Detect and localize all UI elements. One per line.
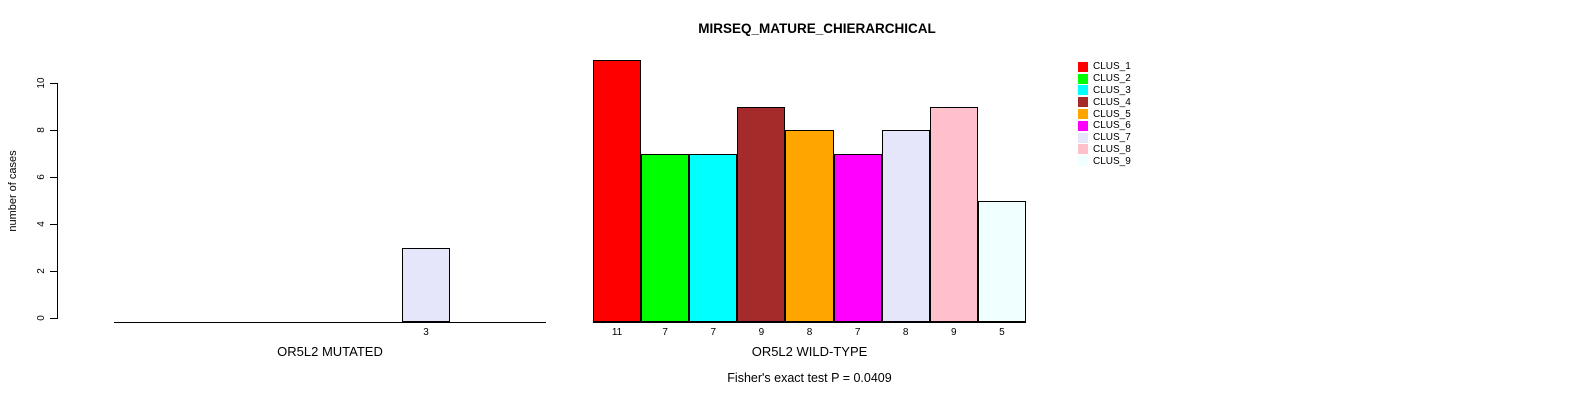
y-tick-label: 4 — [36, 221, 47, 227]
legend-item: CLUS_2 — [1078, 73, 1131, 85]
y-tick-mark — [50, 177, 58, 178]
bar-value-label: 11 — [611, 327, 623, 338]
bar-CLUS_8 — [929, 106, 978, 322]
y-tick-mark — [50, 318, 58, 319]
y-tick-label: 8 — [36, 127, 47, 133]
bar-CLUS_7 — [881, 130, 930, 322]
bar-value-label: 9 — [758, 327, 765, 338]
panel-label-wildtype: OR5L2 WILD-TYPE — [751, 344, 868, 359]
legend-swatch — [1078, 144, 1088, 155]
y-tick-label: 6 — [36, 174, 47, 180]
bar-CLUS_5 — [785, 130, 834, 322]
footnote: Fisher's exact test P = 0.0409 — [727, 371, 892, 385]
bar-value-label: 7 — [854, 327, 861, 338]
legend-swatch — [1078, 97, 1088, 108]
legend-swatch — [1078, 109, 1088, 120]
y-tick-label: 10 — [36, 77, 47, 89]
legend-item: CLUS_3 — [1078, 85, 1131, 97]
legend-label: CLUS_1 — [1093, 61, 1131, 73]
legend-label: CLUS_8 — [1093, 143, 1131, 155]
legend-label: CLUS_4 — [1093, 96, 1131, 108]
y-tick-mark — [50, 271, 58, 272]
legend-swatch — [1078, 120, 1088, 131]
legend: CLUS_1 CLUS_2 CLUS_3 CLUS_4 CLUS_5 CLUS_6 CLUS… — [1078, 61, 1131, 167]
legend-label: CLUS_7 — [1093, 132, 1131, 144]
legend-label: CLUS_3 — [1093, 84, 1131, 96]
legend-label: CLUS_5 — [1093, 108, 1131, 120]
y-axis-line — [57, 83, 58, 318]
legend-swatch — [1078, 85, 1088, 96]
legend-item: CLUS_1 — [1078, 61, 1131, 73]
panel-label-mutated: OR5L2 MUTATED — [277, 344, 383, 359]
legend-swatch — [1078, 132, 1088, 143]
legend-item: CLUS_7 — [1078, 132, 1131, 144]
y-tick-mark — [50, 83, 58, 84]
y-tick-mark — [50, 130, 58, 131]
legend-label: CLUS_9 — [1093, 155, 1131, 167]
y-tick-label: 0 — [36, 315, 47, 321]
x-axis-line — [114, 322, 546, 323]
y-tick-mark — [50, 224, 58, 225]
bar-CLUS_3 — [689, 153, 738, 322]
bar-CLUS_6 — [833, 153, 882, 322]
legend-swatch — [1078, 73, 1088, 84]
legend-item: CLUS_4 — [1078, 96, 1131, 108]
legend-label: CLUS_2 — [1093, 73, 1131, 85]
legend-swatch — [1078, 156, 1088, 167]
bar-value-label: 9 — [951, 327, 957, 338]
bar-CLUS_7 — [402, 247, 450, 322]
bar-CLUS_1 — [593, 59, 642, 322]
legend-label: CLUS_6 — [1093, 120, 1131, 132]
y-axis-label: number of cases — [7, 150, 19, 232]
legend-item: CLUS_8 — [1078, 144, 1131, 156]
chart-title: MIRSEQ_MATURE_CHIERARCHICAL — [698, 21, 936, 36]
bar-CLUS_4 — [737, 106, 786, 322]
bar-value-label: 7 — [710, 327, 717, 338]
x-axis-line — [593, 322, 1026, 323]
bar-value-label: 3 — [423, 327, 429, 338]
bar-CLUS_2 — [641, 153, 690, 322]
legend-item: CLUS_6 — [1078, 120, 1131, 132]
legend-item: CLUS_9 — [1078, 155, 1131, 167]
legend-item: CLUS_5 — [1078, 108, 1131, 120]
bar-value-label: 7 — [662, 327, 668, 338]
legend-swatch — [1078, 61, 1088, 72]
y-tick-label: 2 — [36, 268, 47, 274]
bar-value-label: 5 — [999, 327, 1005, 338]
bar-CLUS_9 — [977, 200, 1026, 322]
bar-value-label: 8 — [902, 327, 909, 338]
bar-value-label: 8 — [806, 327, 813, 338]
